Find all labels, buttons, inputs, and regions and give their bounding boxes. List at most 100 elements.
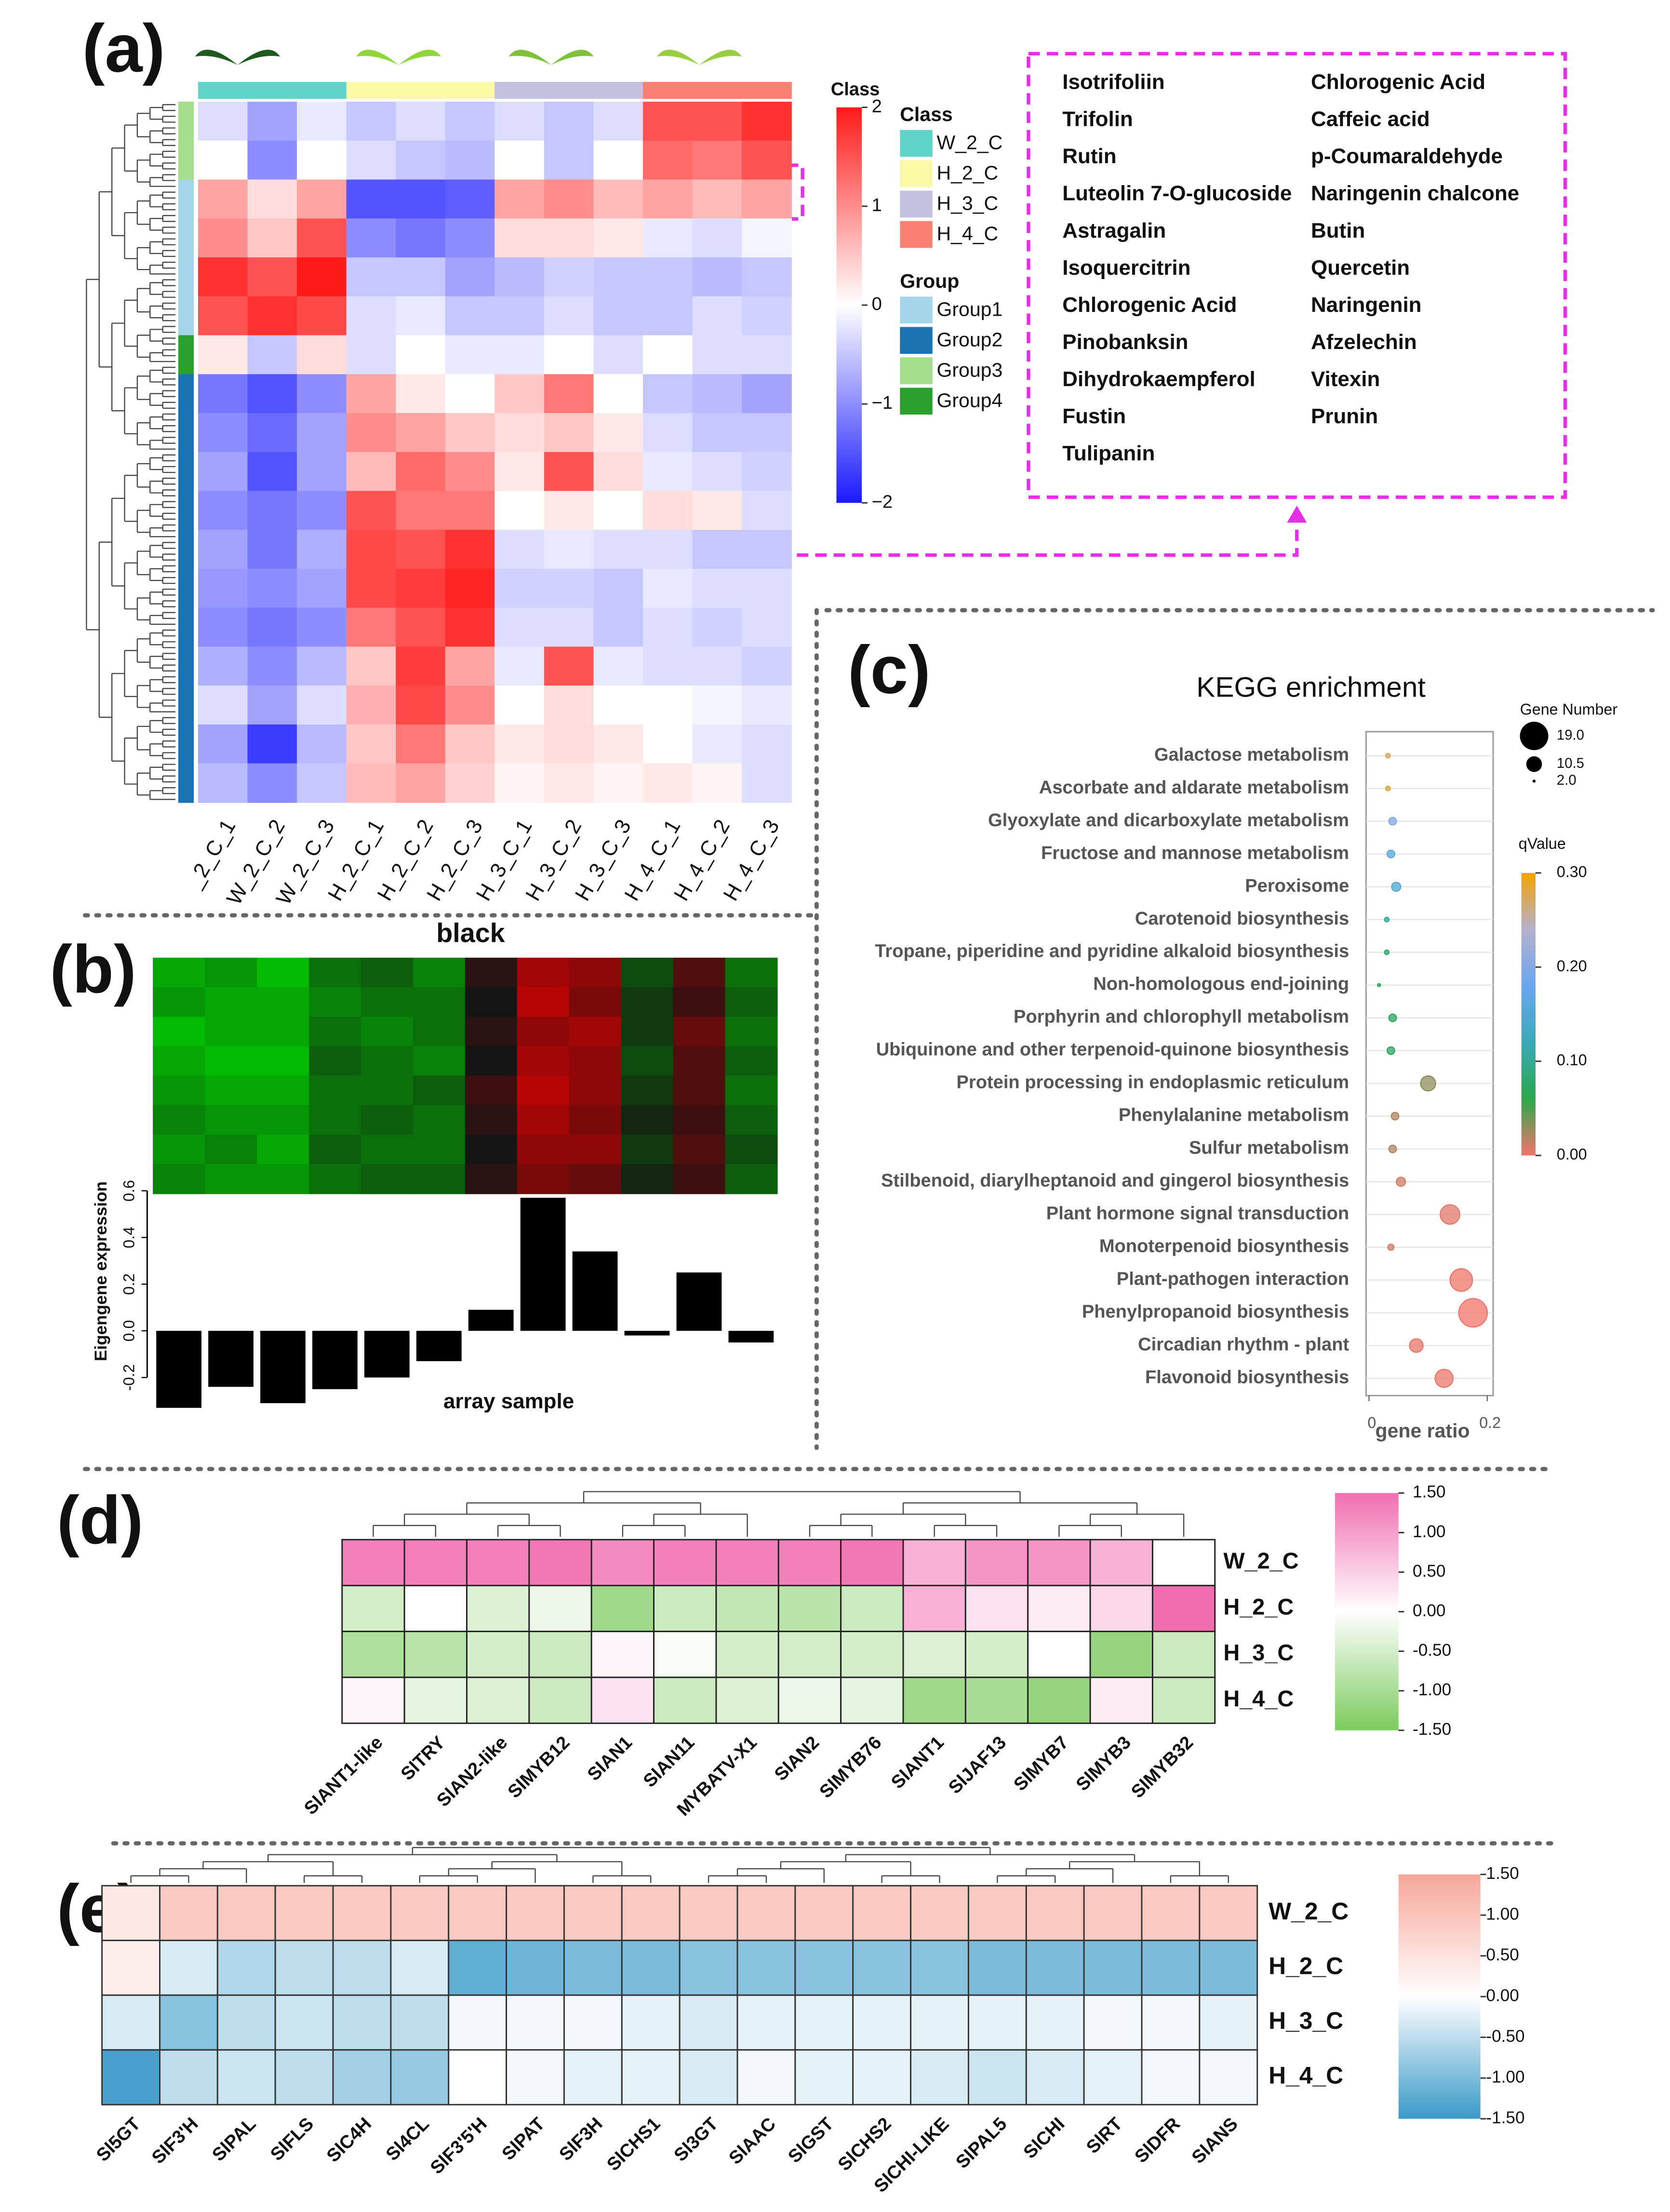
bubble [1391,882,1402,892]
heatmap-cell [445,724,495,764]
bar [520,1197,566,1331]
heatmap-cell [569,1075,622,1106]
heatmap-cell [448,1885,508,1942]
heatmap-cell [742,763,792,803]
heatmap-cell [725,1134,778,1165]
legend-title: Group [900,270,959,292]
heatmap-cell [341,1539,405,1586]
heatmap-cell [396,530,446,570]
heatmap-cell [297,296,347,336]
heatmap-cell [742,257,792,297]
heatmap-cell [621,1940,681,1996]
heatmap-cell [736,2049,796,2105]
colorbar-label: -1.50 [1486,2108,1524,2127]
heatmap-cell [346,101,397,141]
heatmap-cell [528,1631,592,1678]
y-tick-label: 0.4 [120,1227,138,1248]
heatmap-cell [621,1105,674,1136]
heatmap-cell [256,957,310,988]
heatmap-cell [466,1676,530,1724]
heatmap-cell [153,1046,206,1076]
heatmap-cell [247,452,298,492]
heatmap-cell [794,1940,854,1996]
metabolite: Isoquercitrin [1062,256,1190,280]
heatmap-cell [396,452,446,492]
heatmap-cell [198,491,248,531]
heatmap-cell [198,568,248,608]
heatmap-cell [153,1164,206,1194]
bar [208,1330,254,1387]
heatmap-cell [544,452,594,492]
colorbar-label: 1.50 [1486,1864,1519,1883]
heatmap-cell [569,1164,622,1194]
heatmap-cell [742,685,792,725]
heatmap-cell [198,607,248,647]
heatmap-cell [247,218,298,258]
heatmap-cell [544,101,594,141]
class-bar [445,81,495,99]
heatmap-cell [361,1134,414,1165]
heatmap-cell [742,568,792,608]
heatmap-cell [777,1584,842,1633]
heatmap-cell [465,1164,518,1194]
y-tick-label: Phenylpropanoid biosynthesis [1082,1302,1349,1322]
heatmap-cell [840,1631,904,1678]
heatmap-cell [494,296,545,336]
bubble [1388,1144,1397,1153]
heatmap-cell [742,374,792,414]
heatmap-cell [247,140,298,180]
heatmap-cell [517,1105,570,1136]
heatmap-cell [396,179,446,219]
heatmap-cell [297,179,347,219]
heatmap-cell [967,2049,1027,2105]
heatmap-cell [742,296,792,336]
metabolite: p-Coumaraldehyde [1311,145,1503,168]
heatmap-cell [205,1164,258,1194]
column-label: SlTRY [397,1732,449,1784]
bubble [1384,916,1390,923]
colorbar-label: 0.50 [1413,1562,1445,1581]
y-tick-label: Plant hormone signal transduction [1046,1204,1349,1224]
heatmap-cell [679,1994,738,2051]
heatmap-cell [593,607,644,647]
legend-swatch [900,190,933,218]
heatmap-cell [346,452,397,492]
heatmap-cell [153,1105,206,1136]
group-bar [178,218,194,258]
heatmap-cell [593,101,644,141]
group-bar [178,568,194,608]
bubble [1434,1368,1454,1388]
heatmap-cell [247,491,298,531]
heatmap-cell [673,987,726,1018]
heatmap-cell [692,179,743,219]
heatmap-cell [308,987,362,1018]
bubble [1390,1112,1400,1121]
colorbar-title: Class [831,80,880,100]
heatmap-cell [101,2049,160,2105]
x-tick-label: 0.2 [1479,1414,1501,1431]
bubble [1420,1075,1436,1092]
bar [572,1251,618,1331]
bubble [1385,752,1391,759]
colorbar-label: 0.30 [1557,863,1587,881]
y-tick-label: 0.2 [120,1274,138,1295]
bubble [1458,1298,1488,1328]
heatmap-cell [653,1584,717,1633]
leaf-icons [195,50,742,65]
y-tick-label: Glyoxylate and dicarboxylate metabolism [988,810,1349,831]
heatmap-cell [445,646,495,686]
colorbar [836,107,862,503]
heatmap-cell [332,2049,392,2105]
arrow-head [1287,506,1307,523]
group-bar [178,491,194,531]
heatmap-cell [274,2049,334,2105]
column-label: SlDFR [1131,2114,1184,2167]
metabolite-box [1027,52,1567,499]
heatmap-cell [247,179,298,219]
heatmap-cell [725,1164,778,1194]
heatmap-cell [396,374,446,414]
heatmap-cell [563,1940,623,1996]
heatmap-cell [517,1134,570,1165]
heatmap-cell [742,607,792,647]
group-bar [178,607,194,647]
